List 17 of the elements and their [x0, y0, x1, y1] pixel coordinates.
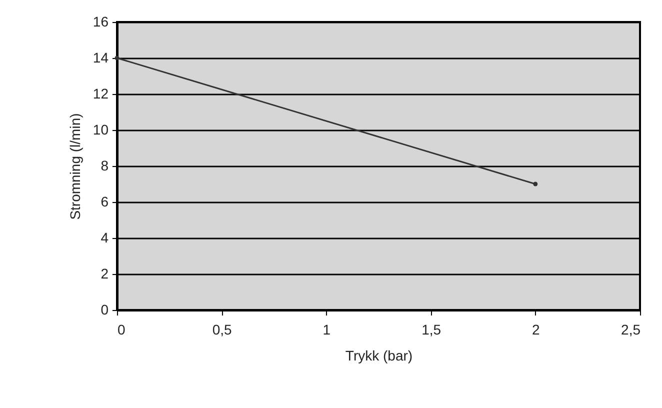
y-tick-label: 0 [100, 302, 109, 318]
y-tick-label: 4 [100, 230, 109, 246]
y-tick-label: 14 [92, 50, 109, 66]
y-tick-label: 16 [92, 14, 109, 30]
y-tick-label: 8 [100, 158, 109, 174]
y-tick-label: 2 [100, 266, 109, 282]
x-tick-label: 0,5 [212, 322, 232, 338]
y-axis-title: Stromning (l/min) [66, 113, 83, 220]
y-tick-label: 6 [100, 194, 109, 210]
x-tick-label: 2,5 [621, 322, 641, 338]
x-tick-label: 1,5 [422, 322, 442, 338]
x-axis-title: Trykk (bar) [345, 348, 413, 364]
y-tick-label: 12 [92, 86, 109, 102]
x-tick-label: 0 [118, 322, 126, 338]
y-tick-label: 10 [92, 122, 109, 138]
x-tick-label: 1 [322, 322, 331, 338]
x-tick-label: 2 [532, 322, 540, 338]
